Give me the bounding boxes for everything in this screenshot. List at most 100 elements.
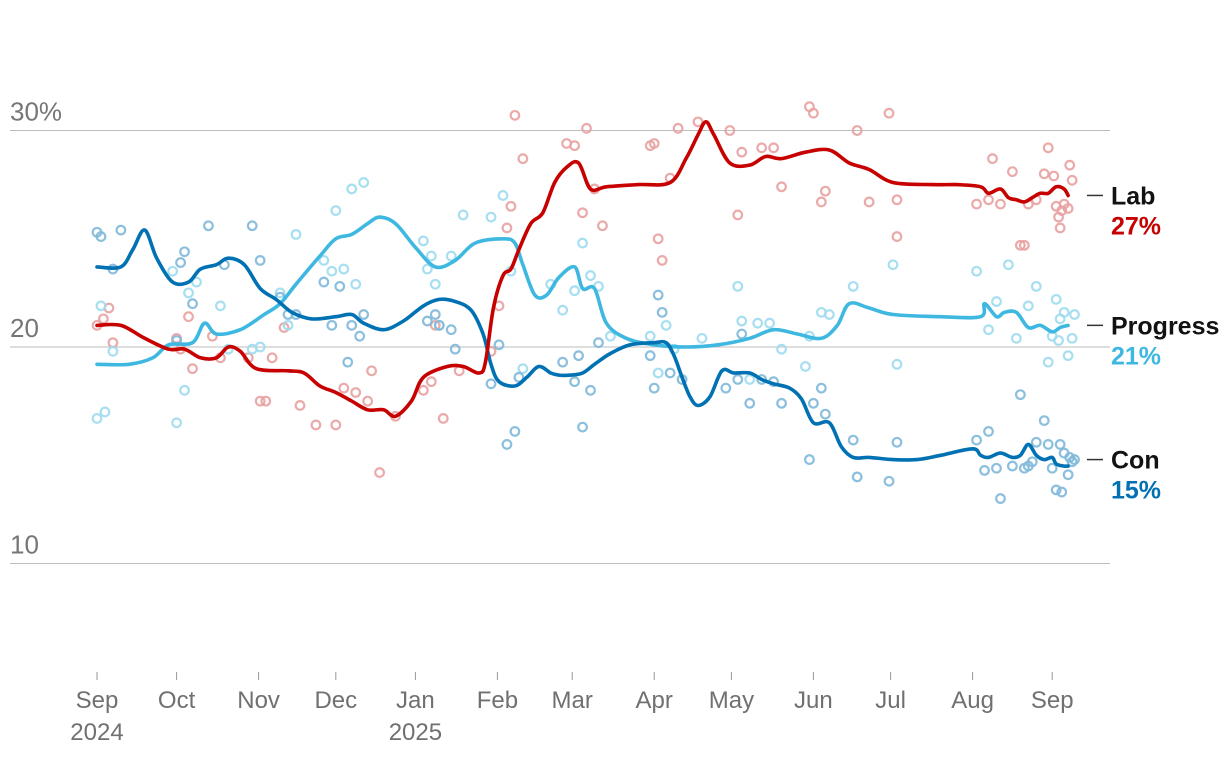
poll-dot-progress	[214, 300, 226, 312]
poll-dot-lab	[1018, 239, 1030, 251]
poll-dot-con	[732, 374, 744, 385]
poll-dot-lab	[736, 146, 748, 158]
poll-dot-lab	[437, 413, 449, 424]
poll-dot-lab	[1064, 159, 1076, 171]
y-tick-label: 30%	[10, 97, 62, 127]
poll-dot-progress	[346, 183, 358, 195]
poll-dot-progress	[425, 250, 437, 262]
poll-dot-con	[736, 328, 748, 340]
poll-dot-lab	[692, 116, 704, 128]
poll-dot-lab	[995, 198, 1006, 210]
x-tick-label: Jun	[794, 687, 833, 714]
poll-dot-con	[354, 330, 366, 342]
poll-dot-con	[334, 280, 346, 292]
poll-dot-progress	[417, 235, 429, 247]
poll-dot-con	[433, 319, 445, 331]
poll-dot-lab	[648, 138, 660, 149]
poll-dot-con	[346, 319, 358, 331]
poll-dot-con	[1046, 462, 1058, 474]
poll-dot-lab	[97, 313, 109, 325]
poll-dot-progress	[290, 229, 302, 240]
poll-dot-lab	[260, 395, 272, 407]
poll-dot-lab	[294, 400, 306, 411]
poll-dot-lab	[581, 122, 592, 134]
poll-dot-lab	[417, 384, 429, 396]
poll-dot-progress	[752, 317, 764, 329]
poll-dot-progress	[457, 209, 469, 221]
poll-dot-con	[187, 298, 198, 310]
y-tick-label: 20	[10, 313, 39, 343]
poll-dot-progress	[338, 263, 350, 275]
poll-dot-lab	[1056, 205, 1068, 217]
poll-dot-con	[983, 426, 994, 437]
poll-dot-con	[1042, 439, 1054, 450]
poll-dot-con	[593, 337, 604, 349]
poll-dot-con	[115, 224, 127, 236]
poll-dot-con	[203, 220, 214, 232]
poll-dot-progress	[577, 237, 588, 249]
poll-dot-lab	[509, 109, 521, 121]
poll-dot-con	[1069, 454, 1080, 465]
poll-dot-progress	[764, 317, 776, 329]
trend-line-con	[95, 228, 1070, 469]
poll-dot-progress	[445, 250, 457, 262]
series-value-progress: 21%	[1111, 342, 1161, 370]
poll-dot-lab	[1062, 203, 1074, 214]
x-tick-label: Sep	[76, 687, 119, 714]
poll-dot-lab	[425, 376, 437, 388]
poll-dot-lab	[366, 365, 378, 377]
poll-dot-lab	[971, 198, 982, 210]
x-axis: Sep 2024 Oct Nov Dec Jan 2025 Feb Mar Apr May Jun Ju…	[70, 672, 1074, 746]
poll-dot-con	[1054, 439, 1066, 450]
poll-dot-con	[744, 397, 756, 409]
poll-dot-con	[577, 421, 588, 433]
poll-dot-con	[318, 276, 330, 288]
poll-dot-progress	[823, 309, 835, 320]
poll-dot-progress	[429, 278, 441, 290]
poll-dot-con	[421, 315, 433, 327]
poll-dot-progress	[254, 341, 266, 353]
poll-dot-progress	[585, 270, 596, 281]
poll-dot-lab	[672, 122, 684, 134]
poll-dot-con	[891, 436, 903, 448]
poll-dot-lab	[819, 185, 831, 197]
poll-dot-progress	[1053, 335, 1064, 346]
poll-dot-progress	[318, 255, 330, 266]
x-tick-label: May	[709, 687, 754, 714]
poll-dot-con	[652, 289, 664, 301]
x-tick-label: Oct	[158, 687, 196, 714]
poll-dot-con	[326, 319, 338, 331]
poll-dot-con	[808, 397, 819, 409]
poll-dot-progress	[421, 263, 433, 275]
poll-dot-progress	[1058, 306, 1070, 318]
series-value-con: 15%	[1111, 477, 1161, 505]
poll-dot-con	[513, 371, 525, 383]
poll-dot-progress	[991, 296, 1002, 307]
poll-dot-con	[1050, 484, 1062, 496]
poll-dot-lab	[374, 467, 385, 478]
poll-dot-progress	[1042, 356, 1054, 368]
poll-dot-progress	[569, 285, 580, 297]
trend-lines	[95, 120, 1070, 469]
poll-dot-progress	[744, 374, 756, 385]
poll-dot-progress	[557, 304, 569, 316]
poll-dot-con	[1062, 469, 1074, 481]
poll-dot-progress	[167, 265, 179, 277]
poll-dot-lab	[652, 233, 664, 245]
poll-dot-progress	[1066, 332, 1078, 344]
poll-dot-progress	[1022, 300, 1034, 312]
x-tick-label: Aug	[951, 687, 994, 714]
x-tick-label: Nov	[237, 687, 280, 714]
poll-dot-progress	[485, 211, 497, 223]
poll-dot-progress	[99, 406, 111, 418]
poll-dot-lab	[330, 419, 342, 431]
poll-dot-progress	[605, 330, 616, 342]
poll-dot-con	[1007, 460, 1018, 472]
poll-dot-con	[995, 493, 1006, 504]
poll-dot-con	[664, 367, 676, 379]
poll-dot-con	[1014, 389, 1026, 401]
poll-dot-con	[1056, 486, 1068, 498]
poll-dot-lab	[1066, 174, 1078, 186]
poll-dot-con	[804, 454, 815, 465]
